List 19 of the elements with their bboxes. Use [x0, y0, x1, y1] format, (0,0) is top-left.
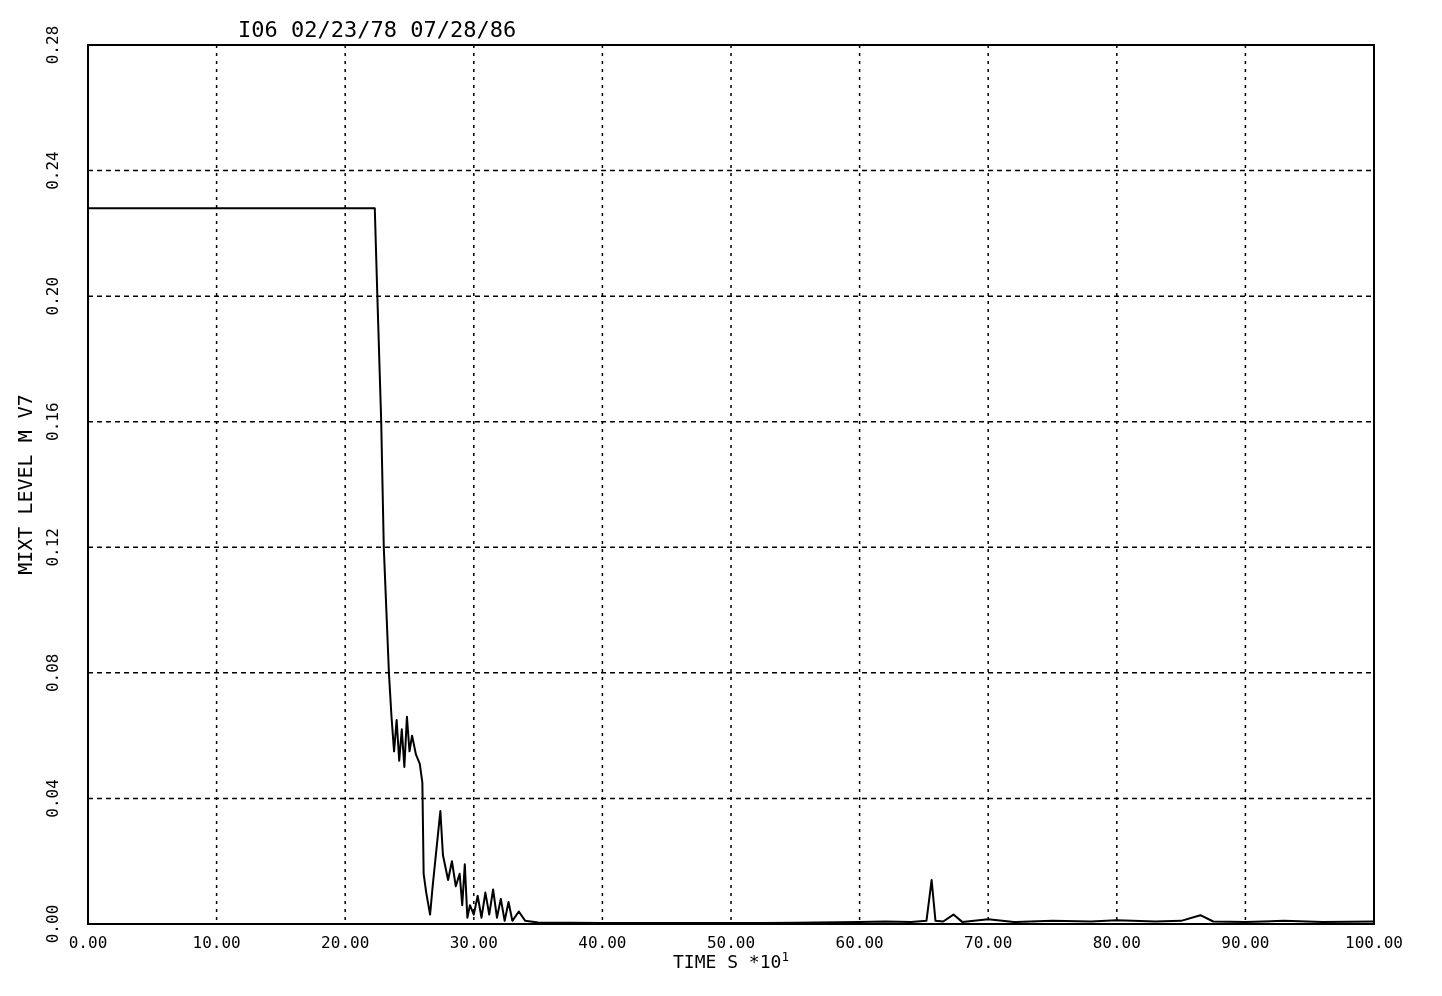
y-tick-label: 0.12: [43, 528, 62, 567]
x-tick-label: 80.00: [1092, 933, 1141, 952]
y-tick-label: 0.20: [43, 276, 62, 316]
y-tick-label: 0.24: [43, 151, 62, 190]
y-axis-title: MIXT LEVEL M V7: [13, 394, 37, 575]
x-tick-label: 70.00: [964, 933, 1013, 952]
y-tick-label: 0.04: [43, 779, 62, 818]
x-tick-label: 30.00: [449, 933, 498, 952]
x-tick-label: 10.00: [192, 933, 241, 952]
x-tick-label: 20.00: [321, 933, 370, 952]
x-tick-label: 100.00: [1345, 933, 1403, 952]
x-tick-label: 60.00: [835, 933, 884, 952]
x-tick-label: 0.00: [68, 933, 108, 952]
chart-title: I06 02/23/78 07/28/86: [238, 17, 517, 42]
x-tick-label: 40.00: [578, 933, 627, 952]
x-tick-label: 90.00: [1221, 933, 1270, 952]
y-tick-label: 0.16: [43, 402, 62, 441]
y-tick-label: 0.28: [43, 25, 62, 65]
y-tick-label: 0.08: [43, 653, 62, 693]
